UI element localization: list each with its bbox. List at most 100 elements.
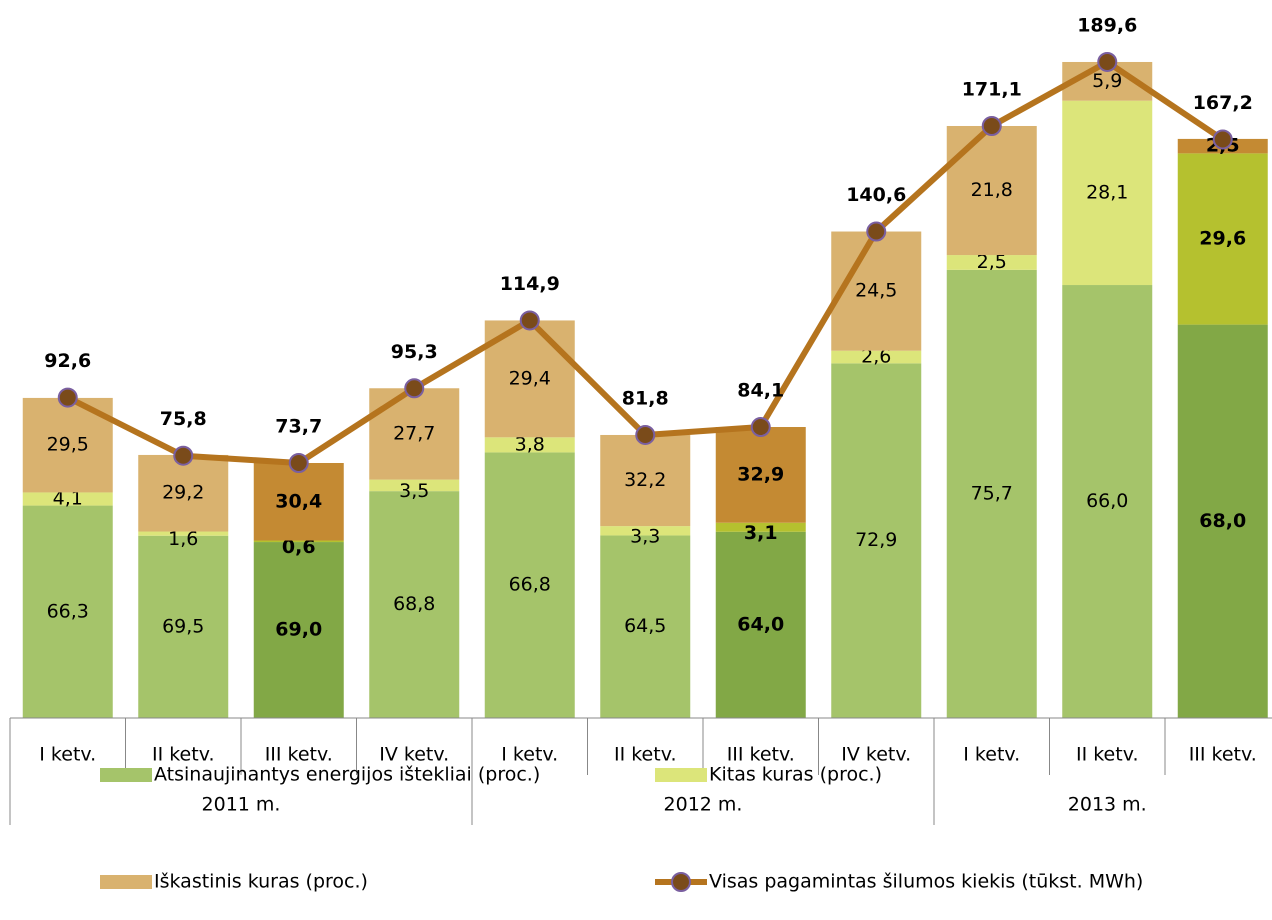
legend-label: Atsinaujinantys energijos ištekliai (pro… (154, 764, 540, 786)
bar-segment (253, 462, 344, 541)
data-label: 29,5 (47, 434, 89, 456)
group-label: 2011 m. (202, 794, 281, 816)
legend-marker (671, 872, 691, 892)
data-label: 68,0 (1199, 510, 1246, 532)
line-label: 189,6 (1077, 14, 1137, 36)
data-label: 30,4 (275, 490, 322, 512)
legend-label: Kitas kuras (proc.) (709, 764, 882, 786)
line-marker (57, 387, 78, 408)
data-label: 64,5 (624, 615, 666, 637)
bar-segment (369, 479, 460, 492)
x-tick-label: I ketv. (39, 744, 96, 766)
data-label: 3,3 (630, 525, 660, 547)
data-label: 66,8 (509, 574, 551, 596)
data-label: 2,5 (977, 251, 1007, 273)
data-label: 3,5 (399, 480, 429, 502)
data-label: 29,2 (162, 482, 204, 504)
data-label: 5,9 (1092, 70, 1122, 92)
line-marker (288, 452, 309, 473)
line-marker (404, 378, 425, 399)
bar-segment (831, 350, 922, 364)
bar-segment (138, 531, 229, 536)
data-label: 24,5 (855, 280, 897, 302)
line-marker (519, 310, 540, 331)
line-label: 140,6 (846, 184, 906, 206)
bar-segment (946, 269, 1037, 718)
data-label: 72,9 (855, 529, 897, 551)
x-tick-label: II ketv. (1076, 744, 1139, 766)
line-marker (750, 417, 771, 438)
data-label: 1,6 (168, 528, 198, 550)
bar-segment (253, 542, 344, 718)
bar-segment (946, 255, 1037, 270)
bar-segment (1062, 100, 1153, 286)
bar-segment (484, 437, 575, 453)
bar-segment (1177, 153, 1268, 325)
bar-segment (600, 535, 691, 718)
legend-swatch (100, 768, 152, 782)
line-label: 114,9 (500, 273, 560, 295)
line-label: 171,1 (962, 78, 1022, 100)
legend-swatch (655, 768, 707, 782)
data-label: 32,2 (624, 469, 666, 491)
line-label: 167,2 (1193, 92, 1253, 114)
x-tick-label: III ketv. (265, 744, 333, 766)
bar-segment (22, 505, 113, 718)
bar-segment (715, 427, 806, 523)
data-label: 27,7 (393, 422, 435, 444)
data-label: 69,0 (275, 619, 322, 641)
bar-segment (1062, 285, 1153, 718)
line-label: 95,3 (391, 341, 438, 363)
line-marker (1212, 129, 1233, 150)
bar-segment (600, 526, 691, 536)
line-marker (173, 445, 194, 466)
data-label: 4,1 (53, 488, 83, 510)
data-label: 0,6 (282, 536, 316, 558)
bar-segment (715, 531, 806, 718)
legend-label: Visas pagamintas šilumos kiekis (tūkst. … (709, 871, 1143, 893)
bar-segment (369, 491, 460, 718)
bar-segment (831, 363, 922, 718)
group-label: 2012 m. (664, 794, 743, 816)
line-marker (635, 424, 656, 445)
x-tick-label: II ketv. (152, 744, 215, 766)
x-tick-label: I ketv. (963, 744, 1020, 766)
line-marker (866, 221, 887, 242)
line-label: 75,8 (160, 408, 207, 430)
legend-swatch (100, 875, 152, 889)
data-label: 29,6 (1199, 227, 1246, 249)
line-label: 81,8 (622, 387, 669, 409)
bar-segment (369, 388, 460, 480)
data-label: 3,1 (744, 522, 778, 544)
data-label: 32,9 (737, 463, 784, 485)
x-tick-label: IV ketv. (379, 744, 449, 766)
x-tick-label: I ketv. (501, 744, 558, 766)
data-label: 69,5 (162, 615, 204, 637)
bar-segment (715, 522, 806, 532)
x-tick-label: IV ketv. (841, 744, 911, 766)
bar-segment (946, 125, 1037, 256)
bar-segment (253, 540, 344, 543)
line-label: 84,1 (737, 380, 784, 402)
data-label: 66,0 (1086, 490, 1128, 512)
group-label: 2013 m. (1068, 794, 1147, 816)
data-label: 2,6 (861, 346, 891, 368)
data-label: 75,7 (971, 482, 1013, 504)
line-marker (981, 115, 1002, 136)
data-label: 21,8 (971, 179, 1013, 201)
legend-label: Iškastinis kuras (proc.) (154, 871, 368, 893)
x-tick-label: III ketv. (727, 744, 795, 766)
bar-segment (138, 454, 229, 532)
bar-segment (484, 452, 575, 718)
data-label: 29,4 (509, 367, 551, 389)
bar-segment (22, 492, 113, 506)
bar-segment (138, 535, 229, 718)
bar-segment (1177, 324, 1268, 718)
x-tick-label: III ketv. (1189, 744, 1257, 766)
line-label: 92,6 (44, 350, 91, 372)
data-label: 68,8 (393, 593, 435, 615)
bar-segment (600, 434, 691, 527)
x-tick-label: II ketv. (614, 744, 677, 766)
data-label: 64,0 (737, 613, 784, 635)
